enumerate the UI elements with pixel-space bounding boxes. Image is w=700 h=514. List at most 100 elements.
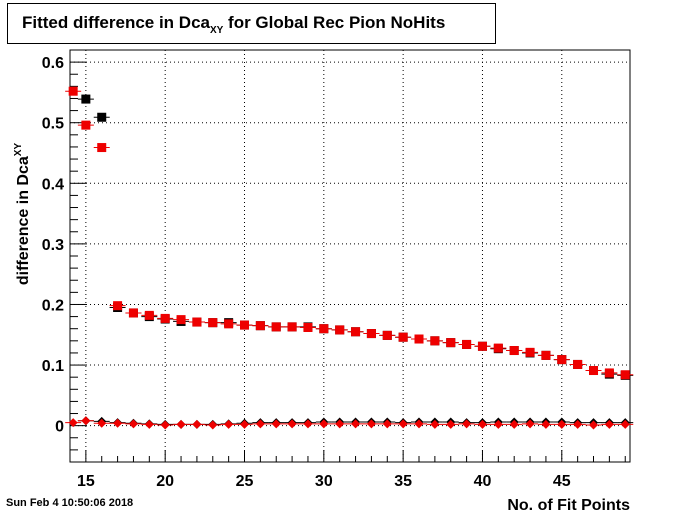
x-tick-label: 15 <box>77 473 95 490</box>
data-point-square <box>366 329 376 339</box>
y-tick-label: 0.2 <box>42 297 64 314</box>
data-point-square <box>477 341 487 351</box>
y-tick-label: 0 <box>55 419 64 436</box>
data-point-square <box>81 94 91 104</box>
data-point-square <box>351 327 361 337</box>
tick-labels: 15 20 25 30 35 40 45 0 0.1 0.2 0.3 0.4 0.5 0.6 <box>42 55 571 490</box>
data-point-diamond <box>414 419 424 429</box>
x-tick-label: 25 <box>236 473 254 490</box>
data-point-square <box>557 355 567 365</box>
data-point-square <box>208 318 218 328</box>
data-point-diamond <box>81 416 91 426</box>
data-point-diamond <box>351 419 361 429</box>
data-point-diamond <box>525 419 535 429</box>
data-point-diamond <box>303 419 313 429</box>
data-point-square <box>128 308 138 318</box>
y-tick-label: 0.5 <box>42 116 64 133</box>
data-point-diamond <box>224 419 234 429</box>
data-point-diamond <box>208 420 218 430</box>
data-point-square <box>68 86 78 96</box>
data-point-square <box>541 350 551 360</box>
data-point-diamond <box>240 419 250 429</box>
data-point-square <box>509 346 519 356</box>
data-point-diamond <box>335 419 345 429</box>
timestamp: Sun Feb 4 10:50:06 2018 <box>6 497 134 509</box>
data-point-diamond <box>573 419 583 429</box>
data-point-square <box>113 301 123 311</box>
data-point-diamond <box>430 419 440 429</box>
y-axis-title-main: difference in Dca <box>15 156 32 285</box>
chart-title-subscript: XY <box>209 25 224 36</box>
data-point-square <box>81 120 91 130</box>
x-tick-label: 30 <box>315 473 333 490</box>
data-point-square <box>493 343 503 353</box>
x-tick-label: 40 <box>474 473 492 490</box>
data-point-square <box>382 330 392 340</box>
data-point-square <box>446 338 456 348</box>
x-tick-label: 20 <box>156 473 174 490</box>
y-tick-label: 0.1 <box>42 358 64 375</box>
y-axis-title: difference in DcaXY <box>13 143 32 286</box>
data-point-diamond <box>97 418 107 428</box>
data-point-square <box>525 347 535 357</box>
data-point-square <box>604 368 614 378</box>
data-point-diamond <box>176 419 186 429</box>
chart-title-rest: for Global Rec Pion NoHits <box>223 13 446 32</box>
y-tick-label: 0.4 <box>42 176 64 193</box>
data-point-square <box>287 322 297 332</box>
data-point-square <box>271 322 281 332</box>
data-point-diamond <box>604 419 614 429</box>
data-point-diamond <box>620 419 630 429</box>
data-point-square <box>589 366 599 376</box>
data-point-diamond <box>255 419 265 429</box>
data-point-diamond <box>557 419 567 429</box>
x-tick-label: 35 <box>394 473 412 490</box>
data-point-diamond <box>128 419 138 429</box>
data-point-square <box>319 324 329 334</box>
data-point-diamond <box>271 419 281 429</box>
chart-title: Fitted difference in DcaXY for Global Re… <box>22 13 445 36</box>
data-point-diamond <box>68 418 78 428</box>
x-tick-label: 45 <box>553 473 571 490</box>
data-point-square <box>430 336 440 346</box>
data-point-square <box>176 315 186 325</box>
data-point-diamond <box>160 420 170 430</box>
data-point-diamond <box>493 419 503 429</box>
y-tick-label: 0.6 <box>42 55 64 72</box>
data-point-square <box>97 143 107 153</box>
data-point-square <box>144 310 154 320</box>
data-point-diamond <box>509 419 519 429</box>
data-point-diamond <box>589 420 599 430</box>
data-point-square <box>335 325 345 335</box>
grid-lines <box>70 50 630 462</box>
data-point-square <box>303 322 313 332</box>
data-point-diamond <box>477 419 487 429</box>
data-point-diamond <box>287 419 297 429</box>
axis-ticks <box>69 49 626 463</box>
data-point-square <box>224 319 234 329</box>
data-points <box>65 86 634 430</box>
data-point-diamond <box>192 419 202 429</box>
chart-title-box: Fitted difference in DcaXY for Global Re… <box>7 3 496 44</box>
data-point-square <box>398 332 408 342</box>
data-point-diamond <box>462 419 472 429</box>
data-point-diamond <box>319 419 329 429</box>
data-point-diamond <box>113 418 123 428</box>
data-point-square <box>160 313 170 323</box>
data-point-diamond <box>144 419 154 429</box>
plot-frame <box>69 49 631 463</box>
data-point-diamond <box>446 419 456 429</box>
x-axis-title: No. of Fit Points <box>507 497 630 514</box>
chart-title-main: Fitted difference in Dca <box>22 13 210 32</box>
data-point-square <box>414 334 424 344</box>
data-point-square <box>192 317 202 327</box>
data-point-square <box>97 112 107 122</box>
data-point-square <box>462 339 472 349</box>
data-point-square <box>240 320 250 330</box>
data-point-diamond <box>398 419 408 429</box>
data-point-diamond <box>541 419 551 429</box>
data-point-diamond <box>366 419 376 429</box>
y-tick-label: 0.3 <box>42 237 64 254</box>
y-axis-title-subscript: XY <box>13 143 24 157</box>
